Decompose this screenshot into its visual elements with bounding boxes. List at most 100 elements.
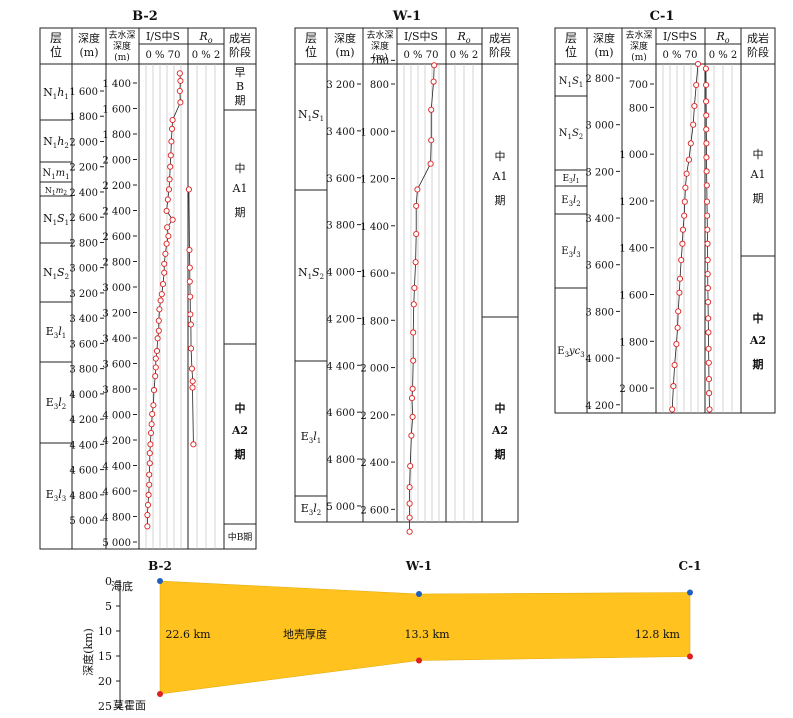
- svg-text:E3l1: E3l1: [301, 430, 322, 445]
- depth-tick-label: 3 400: [69, 314, 98, 325]
- svg-text:深度: 深度: [593, 31, 615, 45]
- is-point: [144, 501, 152, 508]
- svg-text:A2: A2: [231, 424, 248, 437]
- ro-point: [705, 345, 712, 352]
- ro-point: [187, 293, 194, 300]
- svg-text:N1S1: N1S1: [298, 108, 324, 123]
- moho-label: 莫霍面: [113, 699, 146, 712]
- is-point: [146, 460, 153, 467]
- section-y-tick-label: 10: [98, 625, 112, 638]
- is-point: [144, 511, 151, 519]
- decomp-tick-label: 3 200: [102, 309, 131, 320]
- is-point: [406, 528, 413, 535]
- svg-text:Ro: Ro: [715, 30, 729, 45]
- depth-tick-label: 1 600: [69, 87, 98, 98]
- decomp-tick-label: 4 600: [102, 487, 131, 498]
- section-y-tick-label: 20: [98, 675, 112, 688]
- is-point: [412, 259, 419, 266]
- svg-text:成岩: 成岩: [489, 31, 511, 45]
- depth-tick-label: 3 200: [585, 167, 614, 178]
- ro-point: [704, 285, 711, 292]
- ro-point: [703, 112, 710, 119]
- svg-text:E3l2: E3l2: [46, 396, 67, 411]
- depth-tick-label: 4 000: [326, 268, 355, 279]
- svg-text:I/S中S: I/S中S: [146, 30, 180, 43]
- is-point: [670, 383, 677, 390]
- is-point: [147, 441, 154, 448]
- moho-point: [687, 653, 693, 660]
- svg-text:(m): (m): [79, 46, 98, 59]
- depth-tick-label: 3 000: [585, 121, 614, 132]
- is-point: [671, 362, 678, 369]
- ro-point: [703, 198, 711, 205]
- seafloor-point: [157, 578, 163, 584]
- section-y-tick-label: 15: [98, 650, 112, 663]
- ro-point: [188, 365, 196, 372]
- svg-text:N1m1: N1m1: [42, 168, 69, 181]
- is-point: [407, 463, 414, 470]
- svg-text:期: 期: [495, 447, 506, 461]
- ro-point: [703, 81, 710, 89]
- is-point: [410, 357, 417, 364]
- is-point: [165, 186, 173, 193]
- is-point: [428, 106, 435, 113]
- is-point: [687, 140, 694, 147]
- svg-text:期: 期: [495, 194, 506, 207]
- is-point: [146, 471, 153, 478]
- section-y-tick-label: 0: [105, 575, 112, 588]
- svg-text:中B期: 中B期: [228, 531, 253, 543]
- is-point: [682, 184, 689, 191]
- ro-point: [704, 226, 711, 233]
- svg-text:E3yc3: E3yc3: [557, 346, 585, 359]
- svg-text:去水深: 去水深: [625, 29, 652, 41]
- is-point: [410, 301, 417, 308]
- decomp-tick-label: 2 600: [102, 232, 131, 243]
- svg-text:阶段: 阶段: [229, 45, 251, 59]
- svg-text:N1S1: N1S1: [43, 212, 69, 227]
- depth-tick-label: 5 000: [326, 502, 355, 513]
- depth-tick-label: 4 200: [326, 314, 355, 325]
- is-point: [681, 198, 688, 205]
- is-point: [146, 481, 153, 488]
- svg-text:位: 位: [565, 44, 577, 59]
- is-point: [153, 347, 161, 355]
- depth-tick-label: 4 400: [326, 361, 355, 372]
- ro-curve: [705, 68, 710, 410]
- is-curve: [671, 63, 699, 410]
- depth-tick-label: 4 800: [326, 455, 355, 466]
- is-point: [683, 170, 690, 177]
- is-point: [152, 373, 159, 380]
- svg-text:I/S中S: I/S中S: [404, 30, 438, 43]
- decomp-tick-label: 1 800: [102, 130, 131, 141]
- svg-text:N1S2: N1S2: [559, 128, 584, 141]
- ro-point: [189, 378, 196, 385]
- decomp-tick-label: 5 000: [102, 538, 131, 549]
- decomp-tick-label: 1 600: [619, 291, 648, 302]
- section-ylabel: 深度(km): [81, 628, 95, 676]
- depth-tick-label: 2 800: [585, 74, 614, 85]
- svg-text:N1h1: N1h1: [43, 86, 69, 101]
- is-point: [679, 240, 686, 247]
- decomp-tick-label: 700: [629, 80, 648, 91]
- decomp-tick-label: 3 000: [102, 283, 131, 294]
- is-point: [675, 308, 682, 315]
- svg-text:0 % 2: 0 % 2: [709, 50, 738, 61]
- svg-text:期: 期: [753, 357, 764, 371]
- is-point: [694, 60, 702, 68]
- is-point: [159, 281, 167, 288]
- ro-point: [705, 359, 712, 366]
- section-y-tick-label: 25: [98, 700, 112, 713]
- is-point: [161, 260, 168, 267]
- well-b2-panel: B-2 层 位 深度 (m) 去水深 深度 (m) I/S中S 0 % 70 R…: [39, 9, 257, 550]
- ro-point: [190, 441, 197, 448]
- svg-text:A2: A2: [749, 334, 766, 347]
- decomp-tick-label: 4 200: [102, 436, 131, 447]
- svg-text:深度: 深度: [78, 31, 100, 45]
- depth-tick-label: 3 400: [326, 127, 355, 138]
- is-point: [150, 387, 158, 394]
- is-point: [154, 335, 161, 342]
- svg-text:中: 中: [753, 311, 764, 325]
- is-point: [678, 257, 685, 264]
- is-point: [408, 395, 416, 402]
- is-point: [164, 224, 171, 231]
